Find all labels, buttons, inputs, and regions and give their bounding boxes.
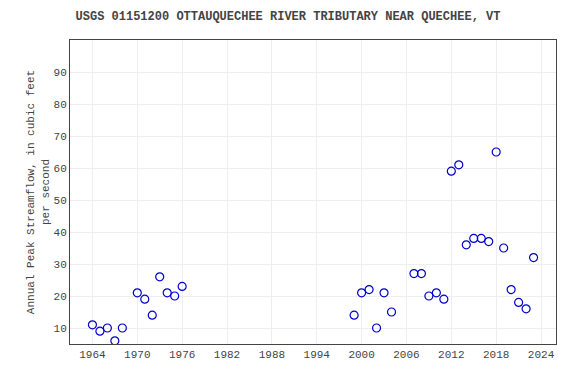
svg-text:2024: 2024 (528, 349, 555, 361)
svg-text:1988: 1988 (259, 349, 285, 361)
svg-text:70: 70 (54, 131, 67, 143)
svg-text:90: 90 (54, 67, 67, 79)
svg-text:USGS 01151200 OTTAUQUECHEE RIV: USGS 01151200 OTTAUQUECHEE RIVER TRIBUTA… (76, 10, 501, 24)
svg-text:2018: 2018 (483, 349, 509, 361)
svg-text:1982: 1982 (214, 349, 240, 361)
svg-text:1976: 1976 (169, 349, 195, 361)
svg-text:60: 60 (54, 163, 67, 175)
svg-text:2006: 2006 (393, 349, 419, 361)
svg-text:1970: 1970 (124, 349, 150, 361)
svg-text:20: 20 (54, 291, 67, 303)
svg-text:2012: 2012 (438, 349, 464, 361)
svg-text:10: 10 (54, 323, 67, 335)
svg-text:1994: 1994 (304, 349, 331, 361)
svg-text:2000: 2000 (348, 349, 374, 361)
svg-text:30: 30 (54, 259, 67, 271)
svg-text:1964: 1964 (79, 349, 106, 361)
svg-text:80: 80 (54, 99, 67, 111)
svg-text:Annual Peak Streamflow, in cub: Annual Peak Streamflow, in cubic feetper… (25, 70, 51, 314)
svg-text:40: 40 (54, 227, 67, 239)
svg-text:50: 50 (54, 195, 67, 207)
